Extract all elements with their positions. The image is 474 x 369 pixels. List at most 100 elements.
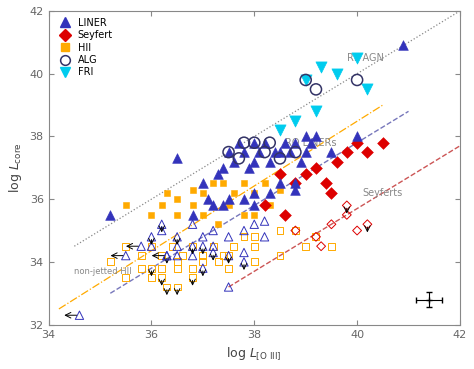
Point [250, 190, 258, 196]
Point [312, 234, 320, 240]
Point [215, 259, 222, 265]
Point [266, 203, 273, 208]
Point [230, 159, 237, 165]
Point [137, 265, 145, 271]
Point [282, 140, 289, 146]
Point [261, 149, 268, 155]
Point [312, 86, 320, 92]
Point [250, 203, 258, 208]
Point [276, 149, 284, 155]
Point [343, 203, 351, 208]
Text: RQ LINERs: RQ LINERs [285, 138, 337, 148]
Point [302, 77, 310, 83]
Point [225, 149, 232, 155]
Y-axis label: log $L_{\rm core}$: log $L_{\rm core}$ [7, 142, 24, 193]
Point [158, 253, 165, 259]
Point [225, 253, 232, 259]
Point [179, 253, 186, 259]
Point [240, 259, 248, 265]
Point [199, 253, 207, 259]
Point [250, 159, 258, 165]
Point [189, 221, 196, 227]
Point [137, 253, 145, 259]
Point [328, 149, 335, 155]
Point [302, 77, 310, 83]
Point [266, 140, 273, 146]
Point [199, 180, 207, 186]
Point [230, 243, 237, 249]
Point [261, 180, 268, 186]
Point [317, 65, 325, 70]
Point [276, 171, 284, 177]
Point [276, 253, 284, 259]
Point [173, 265, 181, 271]
Point [400, 42, 407, 48]
Point [199, 243, 207, 249]
Point [122, 275, 129, 280]
Point [122, 203, 129, 208]
Point [312, 108, 320, 114]
Point [240, 140, 248, 146]
Point [199, 212, 207, 218]
Point [158, 221, 165, 227]
Point [240, 196, 248, 202]
Point [328, 243, 335, 249]
Point [292, 149, 299, 155]
Point [235, 155, 243, 161]
Point [250, 243, 258, 249]
Point [240, 212, 248, 218]
Point [158, 275, 165, 280]
Point [276, 187, 284, 193]
Point [173, 284, 181, 290]
Point [276, 127, 284, 133]
Point [173, 234, 181, 240]
Point [302, 171, 310, 177]
Point [225, 203, 232, 208]
Point [122, 243, 129, 249]
Point [261, 234, 268, 240]
Point [250, 212, 258, 218]
Point [163, 190, 171, 196]
Point [353, 55, 361, 61]
Point [147, 212, 155, 218]
Point [122, 253, 129, 259]
Point [333, 71, 340, 77]
Point [297, 159, 304, 165]
Text: RL AGN: RL AGN [347, 53, 383, 63]
Point [189, 275, 196, 280]
Point [302, 134, 310, 139]
Point [364, 149, 371, 155]
Point [343, 149, 351, 155]
Point [276, 155, 284, 161]
Point [210, 243, 217, 249]
Point [199, 265, 207, 271]
Point [240, 180, 248, 186]
Point [225, 196, 232, 202]
Point [312, 234, 320, 240]
Point [235, 140, 243, 146]
Point [189, 265, 196, 271]
Point [173, 196, 181, 202]
Point [215, 171, 222, 177]
Point [189, 243, 196, 249]
Point [255, 149, 263, 155]
Point [246, 165, 253, 171]
Point [173, 259, 181, 265]
Point [230, 190, 237, 196]
Point [189, 187, 196, 193]
Point [199, 234, 207, 240]
Point [147, 265, 155, 271]
Point [250, 221, 258, 227]
Point [307, 140, 315, 146]
Point [107, 212, 114, 218]
Point [261, 140, 268, 146]
Point [137, 243, 145, 249]
Point [276, 180, 284, 186]
Legend: LINER, Seyfert, HII, ALG, FRI: LINER, Seyfert, HII, ALG, FRI [54, 16, 115, 79]
Point [158, 265, 165, 271]
Point [282, 212, 289, 218]
Point [302, 243, 310, 249]
Point [353, 140, 361, 146]
Point [173, 253, 181, 259]
Point [353, 77, 361, 83]
